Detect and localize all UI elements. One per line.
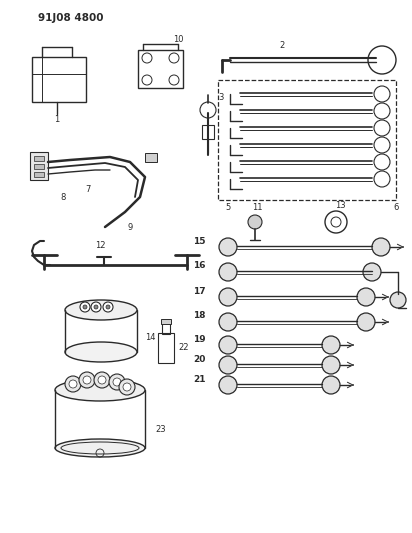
Text: 20: 20 [194,354,206,364]
Text: 22: 22 [178,343,189,352]
Circle shape [219,288,237,306]
Text: 1: 1 [54,116,60,125]
Text: 7: 7 [85,185,91,195]
Circle shape [94,372,110,388]
Circle shape [119,379,135,395]
Circle shape [219,336,237,354]
Text: 13: 13 [335,201,345,211]
Circle shape [374,154,390,170]
Text: 19: 19 [193,335,206,343]
Text: 2: 2 [279,42,285,51]
Circle shape [103,302,113,312]
Bar [30,152,48,180]
Bar [162,323,170,334]
Text: 17: 17 [193,287,206,295]
Bar [138,50,183,88]
Text: 18: 18 [194,311,206,320]
Circle shape [123,383,131,391]
Circle shape [322,376,340,394]
Circle shape [374,103,390,119]
Text: 11: 11 [252,204,262,213]
Circle shape [368,46,396,74]
Circle shape [200,102,216,118]
Circle shape [219,376,237,394]
Circle shape [219,356,237,374]
Circle shape [248,215,262,229]
Ellipse shape [65,300,137,320]
Circle shape [109,374,125,390]
Text: 91J08 4800: 91J08 4800 [38,13,103,23]
Text: 23: 23 [155,425,166,434]
Circle shape [322,336,340,354]
Text: 16: 16 [194,262,206,271]
Circle shape [106,305,110,309]
Bar [34,172,44,177]
Bar [34,156,44,161]
Circle shape [374,171,390,187]
Bar [202,125,214,139]
Circle shape [91,302,101,312]
Circle shape [83,376,91,384]
Circle shape [65,376,81,392]
Circle shape [69,380,77,388]
Circle shape [357,288,375,306]
Circle shape [322,356,340,374]
Circle shape [372,238,390,256]
Circle shape [357,313,375,331]
Circle shape [219,263,237,281]
Circle shape [363,263,381,281]
Circle shape [374,86,390,102]
Circle shape [80,302,90,312]
Circle shape [374,120,390,136]
Circle shape [83,305,87,309]
Circle shape [113,378,121,386]
Circle shape [374,137,390,153]
Text: 10: 10 [173,36,183,44]
Text: 6: 6 [393,204,399,213]
Text: 15: 15 [194,237,206,246]
Bar [158,333,174,363]
Ellipse shape [55,439,145,457]
Bar [145,153,157,162]
Text: 14: 14 [145,334,155,343]
Text: 12: 12 [95,240,105,249]
Circle shape [390,292,406,308]
Text: 3: 3 [218,93,223,101]
Text: 9: 9 [127,222,133,231]
Bar [34,164,44,169]
Circle shape [98,376,106,384]
Text: 5: 5 [225,204,231,213]
Text: 21: 21 [194,375,206,384]
Circle shape [219,238,237,256]
Bar [161,319,171,324]
Bar [32,57,86,102]
Bar [218,80,396,200]
Circle shape [94,305,98,309]
Ellipse shape [65,342,137,362]
Ellipse shape [55,379,145,401]
Circle shape [219,313,237,331]
Circle shape [79,372,95,388]
Text: 8: 8 [60,192,66,201]
